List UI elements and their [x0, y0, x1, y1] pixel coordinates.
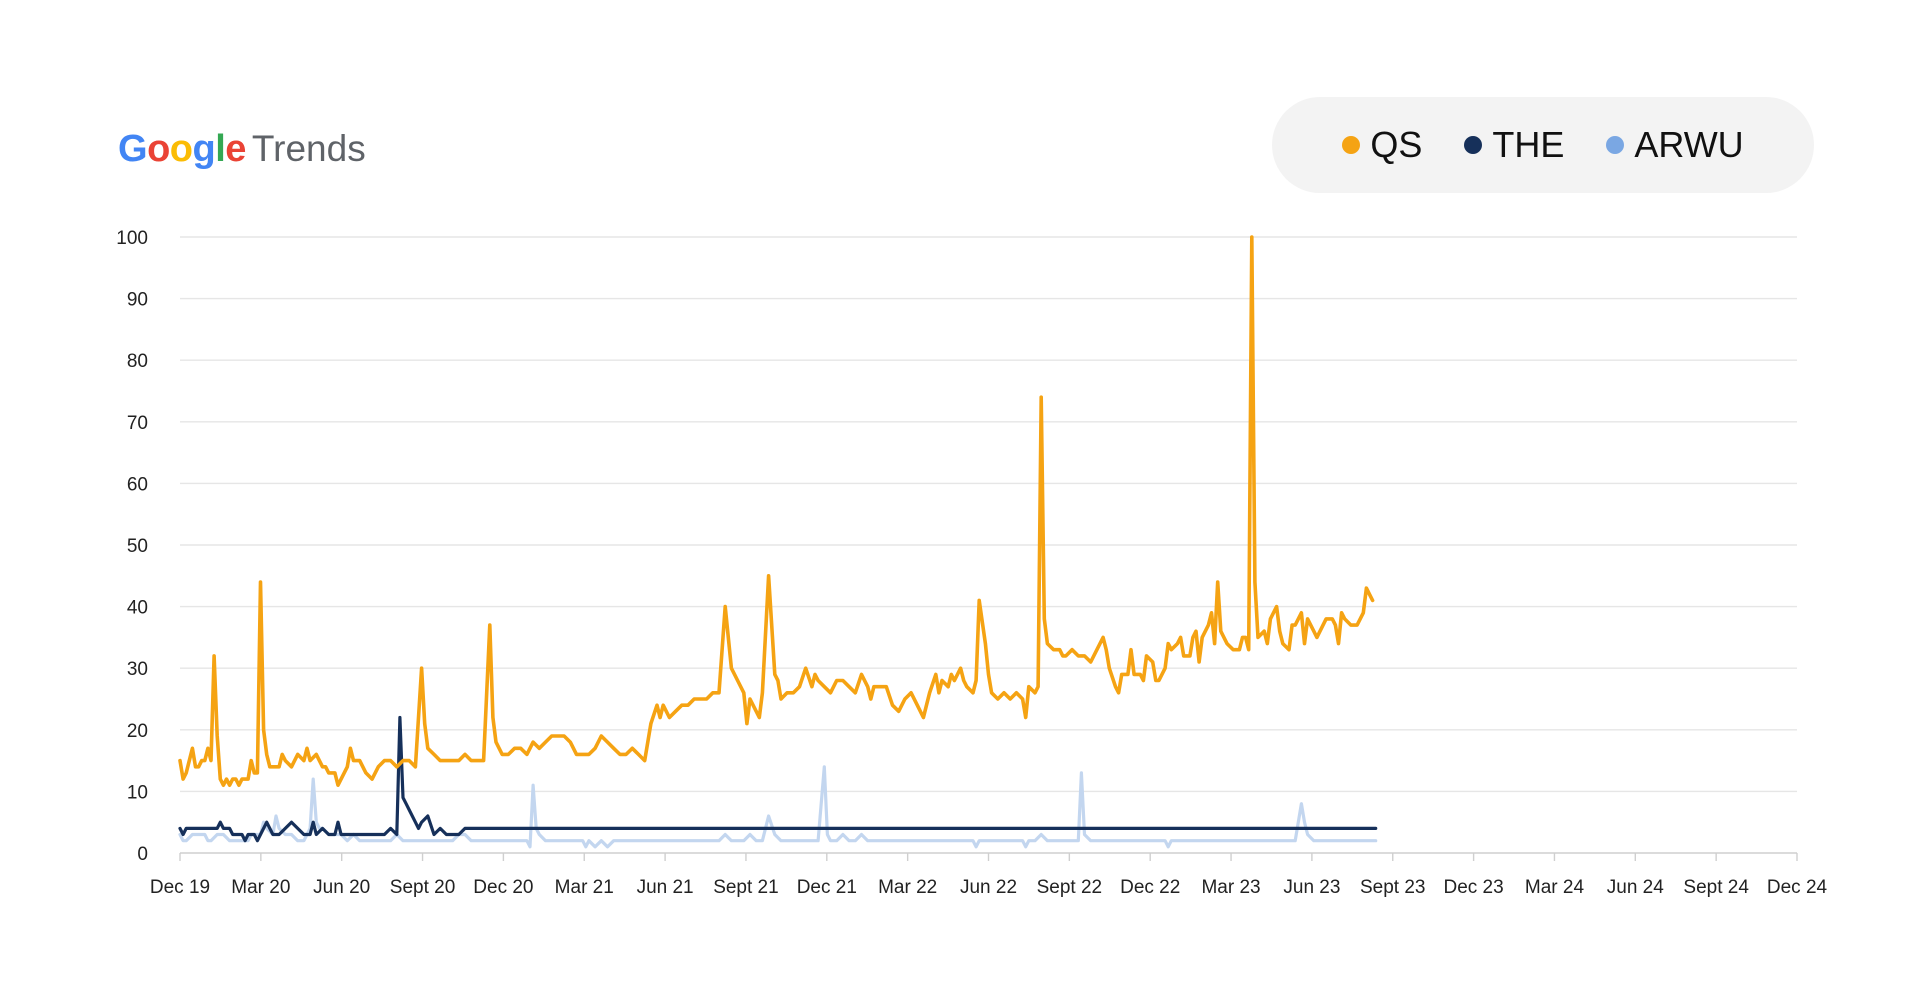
series-line-qs	[178, 235, 1375, 787]
google-wordmark: Google	[118, 128, 246, 171]
legend-item-arwu: ARWU	[1606, 124, 1744, 166]
y-tick-label: 30	[127, 659, 148, 680]
google-letter: o	[169, 128, 193, 170]
x-tick-label: Jun 24	[1607, 877, 1664, 898]
x-tick-label: Jun 21	[637, 877, 694, 898]
google-letter: e	[225, 128, 246, 170]
x-tick-label: Mar 24	[1525, 877, 1585, 898]
google-letter: o	[147, 128, 170, 170]
legend-item-qs: QS	[1342, 124, 1422, 166]
x-tick-label: Jun 23	[1283, 877, 1340, 898]
x-tick-label: Dec 24	[1767, 877, 1828, 898]
google-letter: g	[192, 128, 216, 170]
series-line-the	[178, 715, 1378, 843]
x-tick-label: Dec 23	[1443, 877, 1503, 898]
x-tick-label: Sept 24	[1683, 877, 1749, 898]
y-tick-label: 90	[127, 290, 148, 311]
x-axis-ticks: Dec 19 Mar 20 Jun 20 Sept 20 Dec 20 Mar 21 Jun…	[150, 853, 1828, 898]
legend-dot-icon	[1342, 136, 1361, 154]
trends-wordmark: Trends	[251, 128, 366, 169]
x-tick-label: Sept 20	[390, 877, 456, 898]
x-tick-label: Sept 21	[713, 877, 779, 898]
legend-label: ARWU	[1634, 124, 1744, 165]
chart-legend: QS THE ARWU	[1272, 97, 1814, 193]
legend-dot-icon	[1464, 136, 1483, 154]
y-tick-label: 100	[116, 228, 148, 249]
chart-gridlines	[180, 236, 1797, 854]
x-tick-label: Mar 23	[1201, 877, 1260, 898]
y-tick-label: 0	[137, 844, 148, 865]
google-letter: G	[118, 128, 148, 170]
x-tick-label: Dec 19	[150, 877, 210, 898]
x-tick-label: Dec 22	[1120, 877, 1180, 898]
y-tick-label: 20	[127, 721, 148, 742]
y-tick-label: 50	[127, 536, 148, 557]
x-tick-label: Dec 21	[797, 877, 857, 898]
y-tick-label: 40	[127, 598, 148, 619]
legend-label: THE	[1492, 124, 1565, 165]
x-tick-label: Sept 23	[1360, 877, 1426, 898]
x-tick-label: Mar 20	[231, 877, 290, 898]
y-tick-label: 70	[127, 413, 148, 434]
x-tick-label: Jun 22	[960, 877, 1017, 898]
x-tick-label: Dec 20	[473, 877, 533, 898]
legend-label: QS	[1370, 124, 1423, 165]
x-tick-label: Jun 20	[313, 877, 370, 898]
google-trends-logo: Google Trends	[118, 128, 366, 178]
x-tick-label: Sept 22	[1037, 877, 1103, 898]
x-tick-label: Mar 21	[555, 877, 614, 898]
google-letter: l	[215, 128, 226, 170]
chart-series-lines	[178, 235, 1378, 849]
x-tick-label: Mar 22	[878, 877, 937, 898]
legend-dot-icon	[1606, 136, 1625, 154]
y-tick-label: 60	[127, 474, 148, 495]
y-axis-ticks: 0 10 20 30 40 50 60 70 80 90 100	[116, 228, 148, 865]
y-tick-label: 10	[127, 782, 148, 803]
y-tick-label: 80	[127, 351, 148, 372]
legend-item-the: THE	[1464, 124, 1564, 166]
